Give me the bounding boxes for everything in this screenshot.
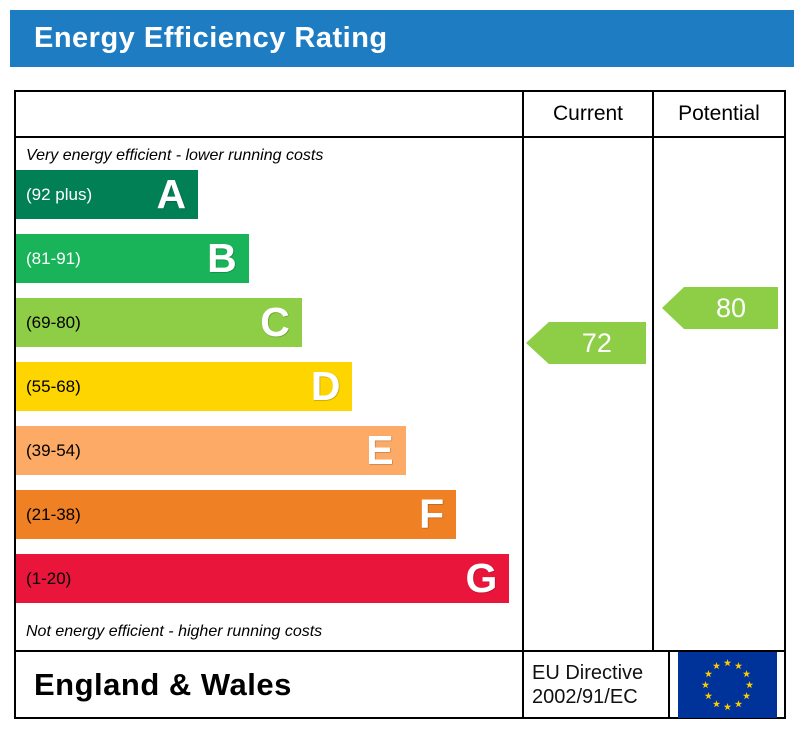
eu-directive-line1: EU Directive xyxy=(532,661,644,684)
band-letter: B xyxy=(207,235,237,281)
potential-rating-value: 80 xyxy=(716,292,747,323)
band-range-label: (55-68) xyxy=(26,376,81,396)
band-letter: C xyxy=(260,299,290,345)
region-label: England & Wales xyxy=(34,666,292,702)
band-range-label: (92 plus) xyxy=(26,184,93,204)
table-header-row: Current Potential xyxy=(16,92,784,138)
band-b-bar: (81-91) B xyxy=(16,234,249,283)
rating-scale-cell: Very energy efficient - lower running co… xyxy=(16,138,522,650)
potential-rating-arrow: 80 xyxy=(662,287,778,329)
band-g-bar: (1-20) G xyxy=(16,554,510,603)
header-spacer-cell xyxy=(16,92,522,136)
band-e-bar: (39-54) E xyxy=(16,426,406,475)
band-f-bar: (21-38) F xyxy=(16,490,457,539)
band-range-label: (1-20) xyxy=(26,568,72,588)
bottom-note: Not energy efficient - higher running co… xyxy=(26,623,323,640)
potential-column-header: Potential xyxy=(652,92,784,136)
band-a-bar: (92 plus) A xyxy=(16,170,199,219)
eu-flag-icon xyxy=(677,651,777,718)
rating-bands: (92 plus) A (81-91) B (69-80) C (55-68) D (39-54… xyxy=(16,170,522,603)
eu-directive-line2: 2002/91/EC xyxy=(532,685,638,708)
epc-table: Current Potential Very energy efficient … xyxy=(14,90,786,719)
eu-flag-cell xyxy=(668,651,784,718)
title-bar: Energy Efficiency Rating xyxy=(10,10,794,67)
top-note: Very energy efficient - lower running co… xyxy=(26,147,324,164)
current-column-header: Current xyxy=(522,92,652,136)
band-letter: G xyxy=(465,555,498,601)
band-letter: A xyxy=(156,171,187,217)
current-rating-cell: 72 xyxy=(522,138,652,650)
band-range-label: (39-54) xyxy=(26,440,81,460)
band-letter: E xyxy=(366,427,394,473)
band-range-label: (81-91) xyxy=(26,248,81,268)
band-letter: F xyxy=(419,491,445,537)
potential-rating-cell: 80 xyxy=(652,138,784,650)
table-footer-row: England & Wales EU Directive 2002/91/EC xyxy=(16,650,784,718)
current-rating-value: 72 xyxy=(581,327,612,358)
page-title: Energy Efficiency Rating xyxy=(34,22,388,54)
band-range-label: (69-80) xyxy=(26,312,81,332)
current-rating-arrow: 72 xyxy=(526,322,646,364)
band-c-bar: (69-80) C xyxy=(16,298,302,347)
band-letter: D xyxy=(310,363,341,409)
band-range-label: (21-38) xyxy=(26,504,81,524)
table-body-row: Very energy efficient - lower running co… xyxy=(16,138,784,650)
eu-directive-label: EU Directive 2002/91/EC xyxy=(522,652,668,717)
band-d-bar: (55-68) D xyxy=(16,362,353,411)
